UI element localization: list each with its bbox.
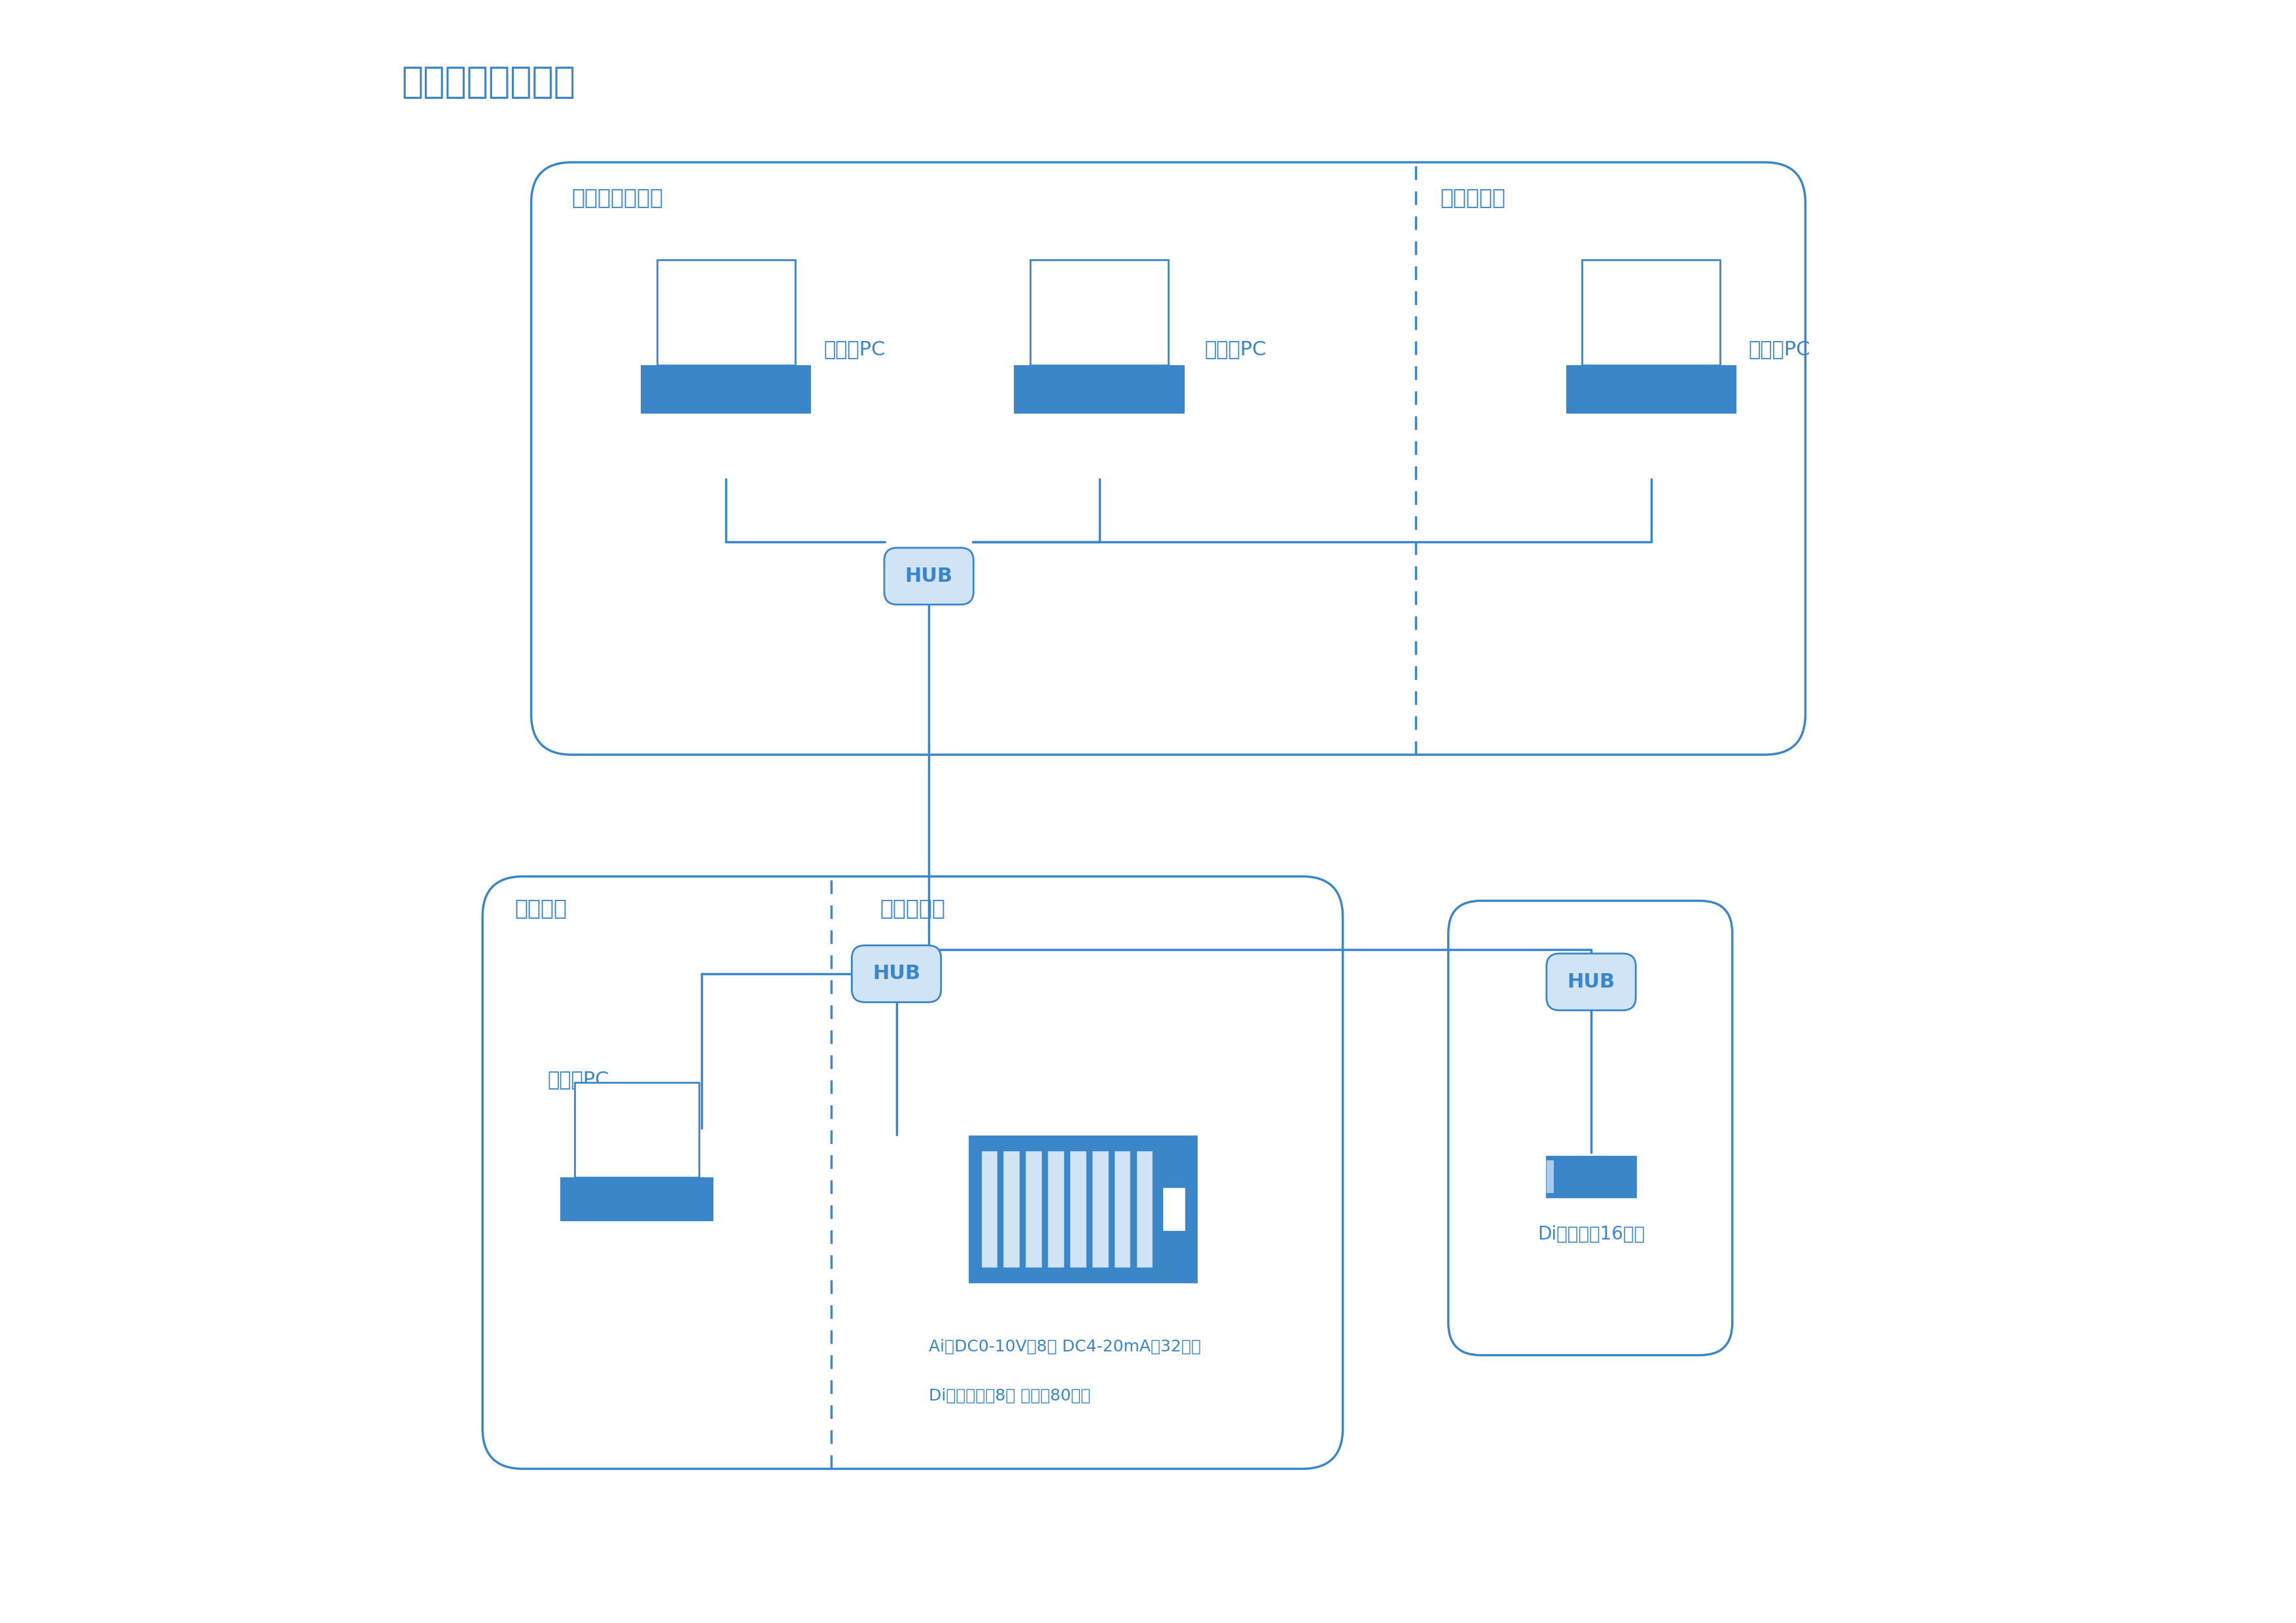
- FancyBboxPatch shape: [530, 162, 1805, 755]
- FancyBboxPatch shape: [1047, 1151, 1063, 1268]
- FancyBboxPatch shape: [641, 365, 810, 414]
- FancyBboxPatch shape: [712, 414, 742, 430]
- FancyBboxPatch shape: [1137, 1151, 1153, 1268]
- FancyBboxPatch shape: [980, 1151, 999, 1268]
- Text: HUB: HUB: [905, 566, 953, 586]
- FancyBboxPatch shape: [1084, 414, 1114, 430]
- Text: Di（パルス：8点 接点：80点）: Di（パルス：8点 接点：80点）: [930, 1388, 1091, 1404]
- FancyBboxPatch shape: [482, 876, 1343, 1469]
- FancyBboxPatch shape: [1015, 365, 1185, 414]
- FancyBboxPatch shape: [1091, 1151, 1109, 1268]
- Text: HUB: HUB: [1568, 972, 1614, 992]
- Text: 【電気室】: 【電気室】: [879, 898, 946, 919]
- FancyBboxPatch shape: [625, 1220, 650, 1237]
- FancyBboxPatch shape: [1162, 1188, 1185, 1230]
- FancyBboxPatch shape: [1114, 1151, 1130, 1268]
- Text: Ai（DC0-10V：8点 DC4-20mA：32点）: Ai（DC0-10V：8点 DC4-20mA：32点）: [930, 1339, 1201, 1355]
- Text: 【事務所】: 【事務所】: [1440, 187, 1506, 208]
- FancyBboxPatch shape: [969, 1136, 1196, 1282]
- FancyBboxPatch shape: [657, 260, 794, 365]
- Text: 【現場】: 【現場】: [514, 898, 567, 919]
- FancyBboxPatch shape: [852, 945, 941, 1001]
- FancyBboxPatch shape: [1003, 1151, 1019, 1268]
- FancyBboxPatch shape: [1024, 1151, 1042, 1268]
- FancyBboxPatch shape: [560, 1178, 714, 1220]
- Text: システム構成図例: システム構成図例: [402, 65, 576, 101]
- FancyBboxPatch shape: [1031, 260, 1169, 365]
- Text: 【サーバー室】: 【サーバー室】: [572, 187, 664, 208]
- Text: ノートPC: ノートPC: [1205, 339, 1267, 359]
- Text: ノートPC: ノートPC: [824, 339, 886, 359]
- FancyBboxPatch shape: [1637, 414, 1667, 430]
- FancyBboxPatch shape: [1449, 901, 1733, 1355]
- FancyBboxPatch shape: [1070, 1151, 1086, 1268]
- FancyBboxPatch shape: [1548, 1156, 1635, 1198]
- FancyBboxPatch shape: [884, 547, 974, 604]
- FancyBboxPatch shape: [1566, 365, 1736, 414]
- Text: ノートPC: ノートPC: [546, 1070, 608, 1089]
- Text: ノートPC: ノートPC: [1750, 339, 1812, 359]
- FancyBboxPatch shape: [574, 1083, 698, 1178]
- Text: Di（接点：16点）: Di（接点：16点）: [1538, 1225, 1644, 1243]
- FancyBboxPatch shape: [1582, 260, 1720, 365]
- FancyBboxPatch shape: [1548, 1160, 1554, 1193]
- Text: HUB: HUB: [872, 964, 921, 984]
- FancyBboxPatch shape: [1548, 954, 1635, 1010]
